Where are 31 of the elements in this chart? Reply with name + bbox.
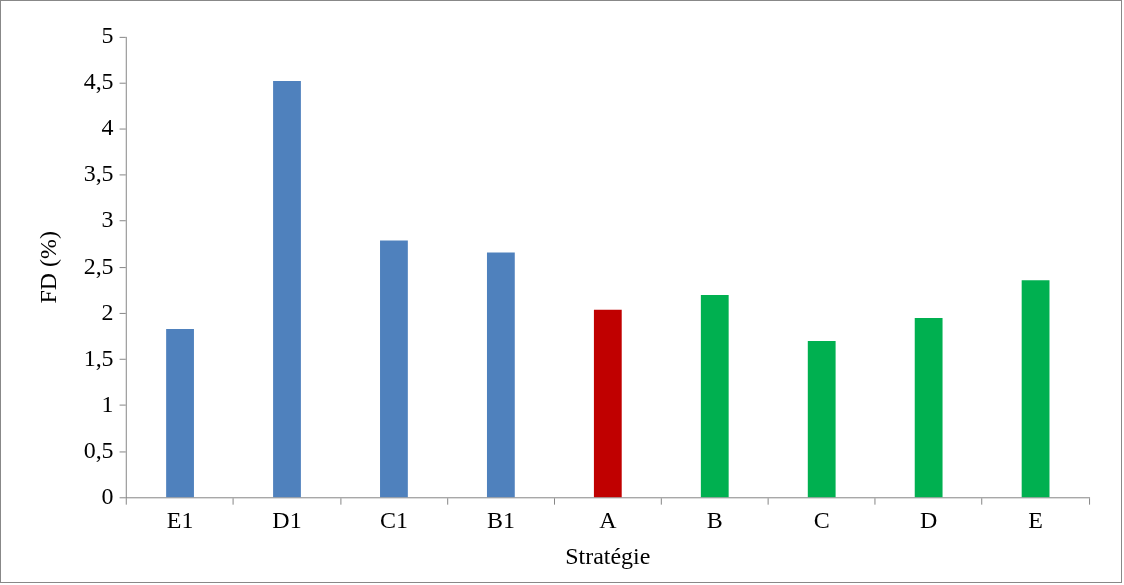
y-tick-label: 4,5	[83, 68, 114, 95]
x-tick-label: C1	[379, 507, 408, 534]
bar	[273, 81, 301, 498]
x-tick-label: A	[599, 507, 618, 534]
y-tick-label: 3,5	[83, 160, 114, 187]
y-tick-label: 0,5	[83, 436, 114, 463]
bar	[486, 252, 515, 498]
y-tick-label: 1,5	[83, 344, 114, 371]
x-tick-label: E1	[166, 507, 194, 534]
y-tick-label: 1	[101, 390, 114, 417]
x-tick-label: B	[706, 507, 723, 534]
y-tick-label: 3	[101, 206, 114, 233]
bar	[914, 317, 943, 498]
x-axis-title: Stratégie	[565, 542, 651, 569]
bar	[700, 294, 729, 498]
x-tick-label: E	[1028, 507, 1043, 534]
x-tick-label: C	[813, 507, 830, 534]
x-tick-label: D	[920, 507, 938, 534]
y-axis-title: FD (%)	[34, 231, 61, 304]
x-tick-label: D1	[272, 507, 302, 534]
bar	[593, 309, 622, 498]
y-tick-label: 2	[101, 298, 114, 325]
y-tick-label: 2,5	[83, 252, 114, 279]
y-tick-label: 5	[101, 22, 114, 49]
x-tick-label: B1	[486, 507, 515, 534]
bar	[1021, 280, 1050, 498]
bar	[166, 329, 194, 498]
bar	[807, 341, 836, 498]
bar	[380, 240, 408, 498]
y-tick-label: 0	[101, 482, 114, 509]
y-tick-label: 4	[101, 114, 114, 141]
